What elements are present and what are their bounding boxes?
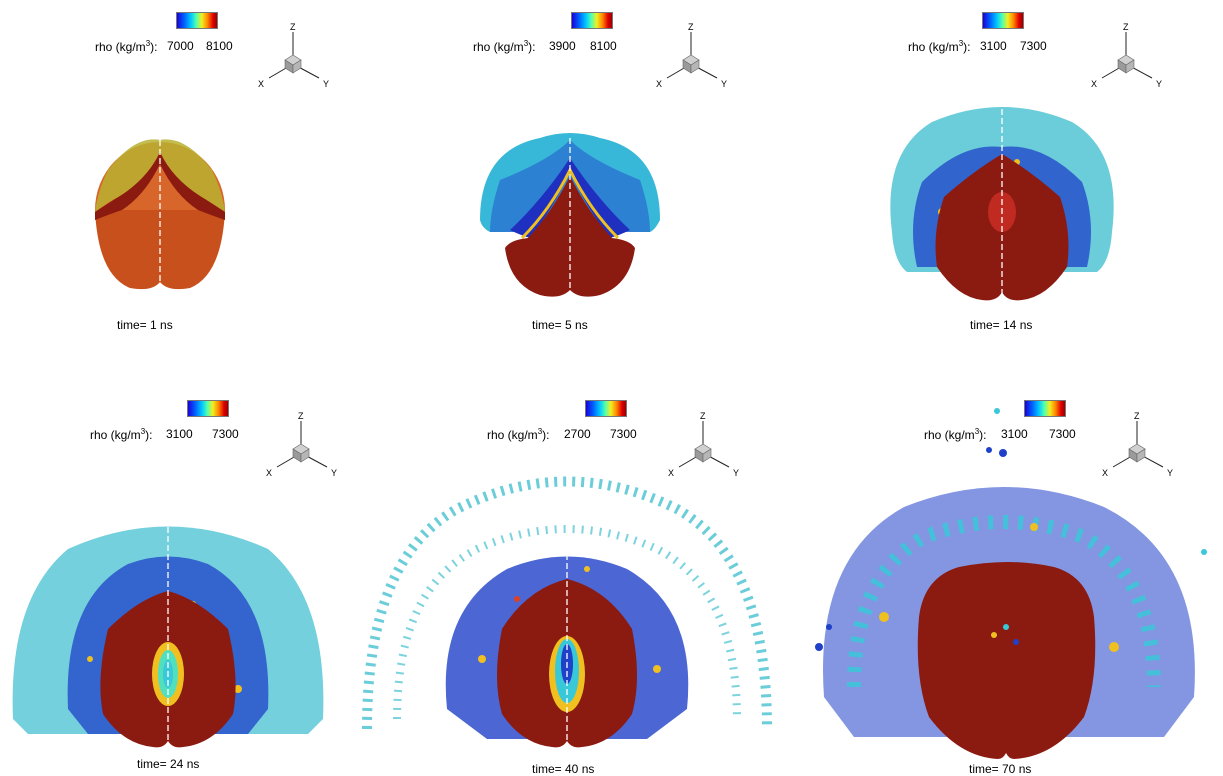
axis-y-label: Y: [1156, 79, 1162, 89]
simulation-render: [890, 100, 1114, 301]
panel-2: rho (kg/m3): 3900 8100 Z X Y time= 5 ns: [407, 0, 814, 387]
colorbar-max: 7300: [212, 427, 239, 441]
colorbar-min: 3100: [166, 427, 193, 441]
time-label: time= 24 ns: [137, 757, 200, 771]
colorbar-max: 7300: [610, 427, 637, 441]
axis-y-label: Y: [323, 79, 329, 89]
axis-z-label: Z: [1123, 22, 1129, 32]
axis-triad: Z X Y: [1091, 22, 1162, 89]
time-label: time= 14 ns: [970, 318, 1033, 332]
colorbar-label: rho (kg/m3):: [473, 39, 536, 54]
time-label: time= 40 ns: [532, 762, 595, 776]
axis-y-label: Y: [331, 468, 337, 478]
colorbar-max: 8100: [590, 39, 617, 53]
simulation-render: [480, 133, 660, 298]
axis-triad: Z X Y: [668, 411, 739, 478]
panel-4: rho (kg/m3): 3100 7300 Z X Y time= 24 ns: [0, 387, 407, 774]
panel-6: rho (kg/m3): 3100 7300 Z X Y time= 70 ns: [814, 387, 1221, 776]
colorbar: [187, 400, 229, 417]
colorbar-max: 7300: [1049, 427, 1076, 441]
simulation-render: [362, 464, 772, 749]
axis-triad: Z X Y: [266, 411, 337, 478]
axis-y-label: Y: [733, 468, 739, 478]
simulation-render: [95, 139, 225, 290]
colorbar: [571, 12, 613, 29]
colorbar-min: 3900: [549, 39, 576, 53]
axis-x-label: X: [258, 79, 264, 89]
colorbar-label: rho (kg/m3):: [95, 39, 158, 54]
simulation-render: [12, 509, 324, 749]
axis-z-label: Z: [700, 411, 706, 421]
colorbar-min: 2700: [564, 427, 591, 441]
axis-x-label: X: [1091, 79, 1097, 89]
panel-1: rho (kg/m3): 7000 8100 Z X Y time= 1 ns: [0, 0, 407, 387]
colorbar: [585, 400, 627, 417]
panel-5: rho (kg/m3): 2700 7300 Z X Y time= 40 ns: [362, 387, 814, 776]
colorbar: [982, 12, 1024, 29]
colorbar-label: rho (kg/m3):: [90, 427, 153, 442]
axis-triad: Z X Y: [258, 22, 329, 89]
axis-z-label: Z: [290, 22, 296, 32]
axis-y-label: Y: [1167, 468, 1173, 478]
axis-x-label: X: [656, 79, 662, 89]
axis-x-label: X: [1102, 468, 1108, 478]
colorbar-label: rho (kg/m3):: [908, 39, 971, 54]
colorbar-max: 8100: [206, 39, 233, 53]
axis-z-label: Z: [1134, 411, 1140, 421]
axis-triad: Z X Y: [656, 22, 727, 89]
time-label: time= 1 ns: [117, 318, 173, 332]
colorbar-min: 3100: [980, 39, 1007, 53]
colorbar: [176, 12, 218, 29]
panel-3: rho (kg/m3): 3100 7300 Z X Y time= 14 ns: [814, 0, 1221, 387]
axis-x-label: X: [266, 468, 272, 478]
simulation-render: [815, 408, 1207, 759]
axis-triad: Z X Y: [1102, 411, 1173, 478]
axis-z-label: Z: [298, 411, 304, 421]
colorbar: [1024, 400, 1066, 417]
time-label: time= 70 ns: [969, 762, 1032, 776]
colorbar-min: 7000: [167, 39, 194, 53]
colorbar-label: rho (kg/m3):: [487, 427, 550, 442]
axis-x-label: X: [668, 468, 674, 478]
time-label: time= 5 ns: [532, 318, 588, 332]
axis-y-label: Y: [721, 79, 727, 89]
axis-z-label: Z: [688, 22, 694, 32]
colorbar-label: rho (kg/m3):: [924, 427, 987, 442]
colorbar-min: 3100: [1001, 427, 1028, 441]
colorbar-max: 7300: [1020, 39, 1047, 53]
